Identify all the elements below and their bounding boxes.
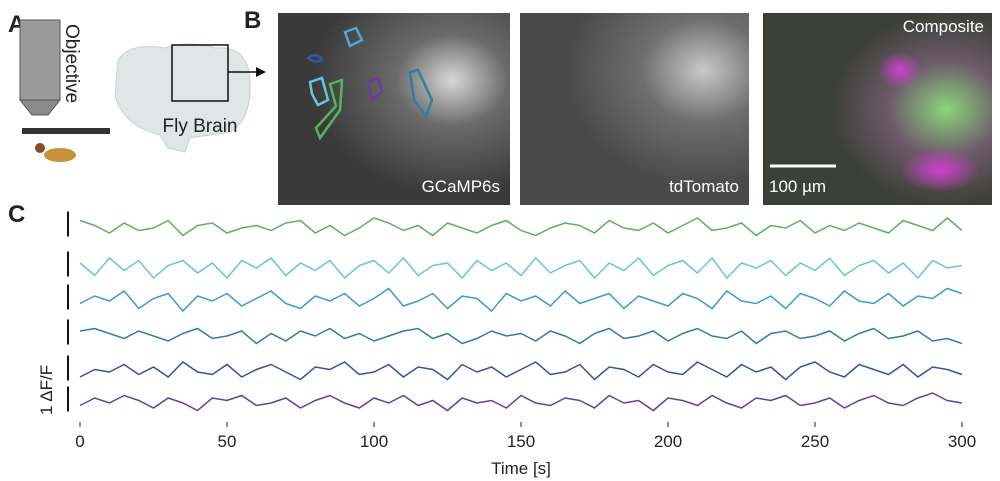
image-label: GCaMP6s: [422, 177, 500, 196]
image-tdtomato: [520, 13, 749, 205]
image-label: tdTomato: [669, 177, 739, 196]
magenta-blob: [900, 148, 980, 192]
image-gcamp: [278, 13, 510, 205]
trace: [79, 361, 963, 381]
trace: [79, 217, 963, 237]
zoom-box: [171, 44, 229, 102]
panel-b: GCaMP6s tdTomato Composite 100 µm: [278, 13, 992, 205]
roi: [314, 78, 344, 141]
x-tick-label: 100: [360, 432, 388, 451]
roi: [305, 54, 324, 63]
x-tick-label: 250: [801, 432, 829, 451]
panel-a: Objective Fly Brain: [18, 19, 266, 162]
trace: [79, 256, 963, 280]
roi: [308, 76, 330, 107]
x-axis-label: Time [s]: [491, 459, 551, 478]
x-tick-label: 0: [75, 432, 84, 451]
x-tick-label: 300: [948, 432, 976, 451]
scale-bar-label: 100 µm: [769, 177, 826, 196]
fly: [44, 148, 76, 162]
stage: [22, 128, 110, 134]
brain-label: Fly Brain: [163, 116, 238, 137]
arrow-head: [256, 67, 266, 77]
roi: [366, 76, 384, 103]
objective-label: Objective: [61, 24, 82, 103]
trace: [79, 327, 963, 345]
scale-label: 1 ΔF/F: [37, 365, 56, 415]
image-label: Composite: [903, 17, 984, 36]
panel-label: B: [244, 7, 261, 34]
objective-body: [19, 19, 61, 101]
roi: [343, 26, 364, 48]
roi: [408, 68, 434, 119]
objective-tip: [18, 99, 62, 116]
fly-head: [35, 143, 45, 153]
trace: [79, 287, 963, 313]
panel-label: C: [8, 201, 25, 228]
magenta-blob: [878, 52, 922, 88]
trace: [79, 392, 963, 412]
x-tick-label: 150: [507, 432, 535, 451]
x-tick-label: 50: [218, 432, 237, 451]
x-tick-label: 200: [654, 432, 682, 451]
